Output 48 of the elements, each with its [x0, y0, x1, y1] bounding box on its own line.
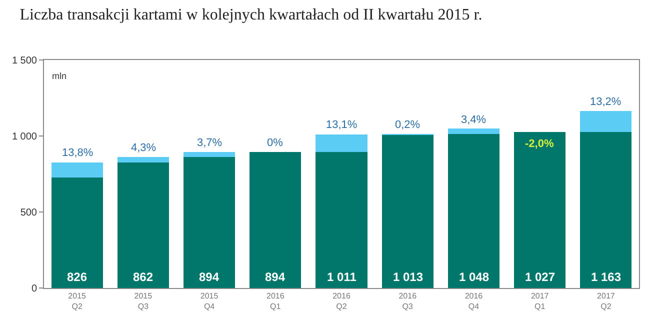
total-label: 1 163: [591, 270, 622, 284]
total-label: 826: [67, 270, 88, 284]
y-tick-label: 1 000: [12, 132, 38, 142]
bar: [183, 156, 236, 288]
annotation: 13,8%: [62, 147, 94, 159]
bar: [316, 152, 368, 288]
bar: [316, 134, 368, 152]
annotation: 0,2%: [395, 119, 420, 131]
annotation: mln: [52, 71, 67, 81]
annotation: 13,2%: [590, 96, 622, 108]
bar: [514, 132, 566, 288]
x-tick-label: 2016 Q4: [464, 292, 484, 311]
annotation: 3,7%: [197, 137, 222, 149]
bar: [448, 128, 500, 134]
y-tick-label: 1 500: [12, 56, 38, 66]
x-tick-label: 2015 Q3: [134, 292, 153, 311]
x-tick-label: 2015 Q2: [68, 292, 87, 311]
y-tick-label: 0: [31, 284, 38, 294]
annotation: -2,0%: [525, 138, 554, 150]
bar: [51, 178, 103, 288]
bar: [183, 152, 236, 157]
bar: [51, 162, 103, 178]
annotation: 3,4%: [461, 114, 486, 126]
annotation: 13,1%: [326, 119, 358, 131]
x-tick-label: 2017 Q1: [530, 292, 550, 311]
annotation: 0%: [267, 137, 284, 149]
total-label: 894: [265, 270, 286, 284]
x-tick-label: 2016 Q3: [398, 292, 418, 311]
bar: [250, 152, 302, 288]
total-label: 1 027: [525, 270, 556, 284]
total-label: 894: [199, 270, 220, 284]
chart-title: Liczba transakcji kartami w kolejnych kwartałach od II kwartału 2015 r.: [20, 6, 482, 24]
bar: [382, 134, 434, 288]
total-label: 862: [133, 270, 154, 284]
bar: [580, 111, 632, 132]
x-tick-label: 2016 Q1: [266, 292, 285, 311]
bar: [117, 162, 169, 288]
bar: [580, 132, 632, 288]
bar: [448, 134, 500, 288]
total-label: 1 048: [459, 270, 490, 284]
x-tick-label: 2015 Q4: [200, 292, 219, 311]
total-label: 1 013: [393, 270, 424, 284]
total-label: 1 011: [327, 270, 357, 284]
annotation: 4,3%: [131, 142, 156, 154]
x-tick-label: 2016 Q2: [332, 292, 351, 311]
x-tick-label: 2017 Q2: [597, 292, 616, 311]
bar: [117, 156, 169, 162]
y-tick-label: 500: [20, 208, 38, 218]
